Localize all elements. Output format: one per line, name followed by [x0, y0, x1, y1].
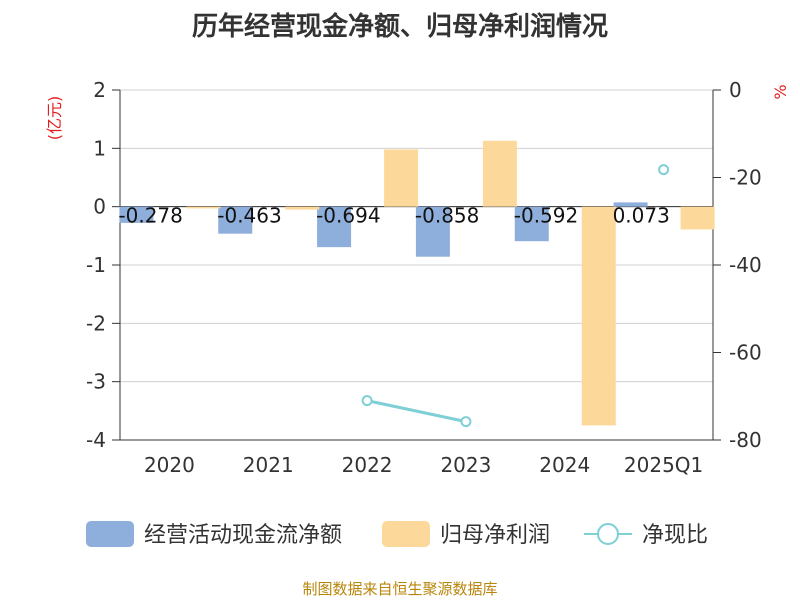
left-tick-label: -1	[86, 253, 106, 277]
bar-cashflow	[317, 206, 352, 248]
left-tick-label: 2	[93, 78, 106, 102]
bar-netprofit	[581, 206, 616, 426]
legend-swatch	[382, 521, 430, 547]
chart-title: 历年经营现金净额、归母净利润情况	[191, 12, 608, 42]
left-tick-label: -4	[86, 428, 106, 452]
bar-cashflow	[119, 206, 154, 223]
line-series	[361, 164, 670, 428]
left-axis-unit: (亿元)	[45, 96, 64, 141]
legend-swatch	[86, 521, 134, 547]
bar-data-label: -0.858	[415, 204, 479, 228]
x-tick-label: 2023	[440, 453, 491, 477]
bar-netprofit	[482, 140, 517, 207]
bar-data-label: -0.592	[514, 204, 578, 228]
x-tick-label: 2022	[342, 453, 393, 477]
right-tick-label: 0	[729, 78, 742, 102]
grid-lines	[120, 89, 713, 441]
bar-cashflow	[613, 202, 648, 207]
left-tick-label: -2	[86, 311, 106, 335]
x-tick-label: 2020	[144, 453, 195, 477]
right-tick-label: -60	[729, 341, 762, 365]
legend: 经营活动现金流净额 归母净利润 净现比	[86, 521, 708, 548]
data-labels: -0.278 -0.463 -0.694 -0.858 -0.592 0.073	[118, 204, 669, 228]
axes: 210-1-2-3-40-20-40-60-80(亿元)%2020 2021 202…	[45, 78, 790, 477]
x-tick-label: 2021	[243, 453, 294, 477]
bar-cashflow	[218, 206, 253, 234]
bar-netprofit	[384, 149, 419, 207]
right-axis-unit: %	[771, 84, 790, 99]
bar-data-label: -0.463	[217, 204, 281, 228]
legend-label: 归母净利润	[440, 523, 550, 548]
bar-netprofit	[680, 206, 715, 230]
legend-label: 净现比	[642, 523, 708, 548]
line-point	[460, 416, 472, 428]
left-tick-label: 0	[93, 195, 106, 219]
bar-data-label: -0.694	[316, 204, 380, 228]
bar-cashflow	[514, 206, 549, 242]
bar-data-label: -0.278	[118, 204, 182, 228]
x-tick-label: 2025Q1	[624, 453, 703, 477]
bars	[119, 140, 715, 426]
legend-label: 经营活动现金流净额	[144, 523, 342, 548]
line-point	[658, 164, 670, 176]
bar-cashflow	[415, 206, 450, 257]
right-tick-label: -20	[729, 166, 762, 190]
x-tick-label: 2024	[539, 453, 590, 477]
left-tick-label: -3	[86, 370, 106, 394]
legend-swatch-marker	[597, 523, 619, 545]
right-tick-label: -80	[729, 428, 762, 452]
bar-data-label: 0.073	[613, 204, 670, 228]
left-tick-label: 1	[93, 136, 106, 160]
right-tick-label: -40	[729, 253, 762, 277]
line-point	[361, 395, 373, 407]
source-note: 制图数据来自恒生聚源数据库	[302, 580, 498, 598]
bar-netprofit	[186, 206, 221, 209]
bar-netprofit	[285, 206, 320, 210]
line-segment	[366, 399, 467, 424]
